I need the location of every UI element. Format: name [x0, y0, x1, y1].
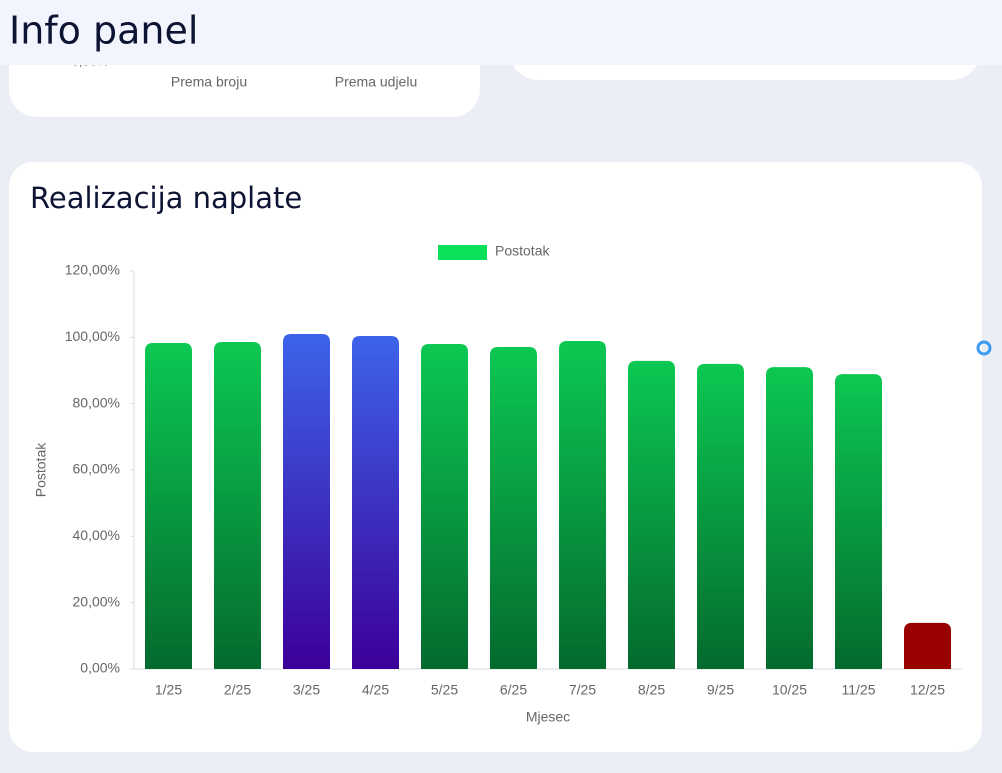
x-tick-label: 12/25 [910, 682, 945, 698]
bar [421, 343, 468, 669]
cursor-indicator [976, 340, 992, 356]
bar [145, 342, 192, 669]
y-tick-label: 40,00% [73, 527, 120, 543]
y-tick-label: 100,00% [65, 328, 120, 344]
bar [697, 363, 744, 669]
y-tick-label: 80,00% [73, 394, 120, 410]
y-axis-title: Postotak [33, 442, 49, 497]
legend-label: Postotak [495, 243, 550, 259]
y-tick-label: 120,00% [65, 262, 120, 278]
bar [559, 340, 606, 669]
chart-title: Realizacija naplate [30, 181, 302, 215]
bar [904, 622, 951, 669]
bar [835, 374, 882, 669]
y-tick-label: 0,00% [80, 660, 120, 676]
bar [283, 334, 330, 669]
x-tick-label: 6/25 [500, 682, 527, 698]
bar [766, 367, 813, 669]
x-tick-label: 3/25 [293, 682, 320, 698]
x-tick-label: 10/25 [772, 682, 807, 698]
legend-swatch [438, 245, 487, 260]
x-tick-label: 7/25 [569, 682, 596, 698]
y-tick-label: 60,00% [73, 461, 120, 477]
x-tick-label: 9/25 [707, 682, 734, 698]
x-tick-label: 2/25 [224, 682, 251, 698]
y-tick-label: 20,00% [73, 593, 120, 609]
header [0, 0, 1002, 65]
bar [214, 341, 261, 669]
x-tick-label: 4/25 [362, 682, 389, 698]
card-label: Prema udjelu [335, 74, 418, 90]
x-tick-label: 1/25 [155, 682, 182, 698]
x-axis-title: Mjesec [526, 709, 570, 725]
x-tick-label: 8/25 [638, 682, 665, 698]
x-tick-label: 5/25 [431, 682, 458, 698]
bar [628, 360, 675, 669]
page-title: Info panel [9, 9, 198, 53]
bar [352, 336, 399, 669]
bar [490, 346, 537, 669]
x-tick-label: 11/25 [842, 682, 876, 698]
card-label: Prema broju [171, 74, 247, 90]
